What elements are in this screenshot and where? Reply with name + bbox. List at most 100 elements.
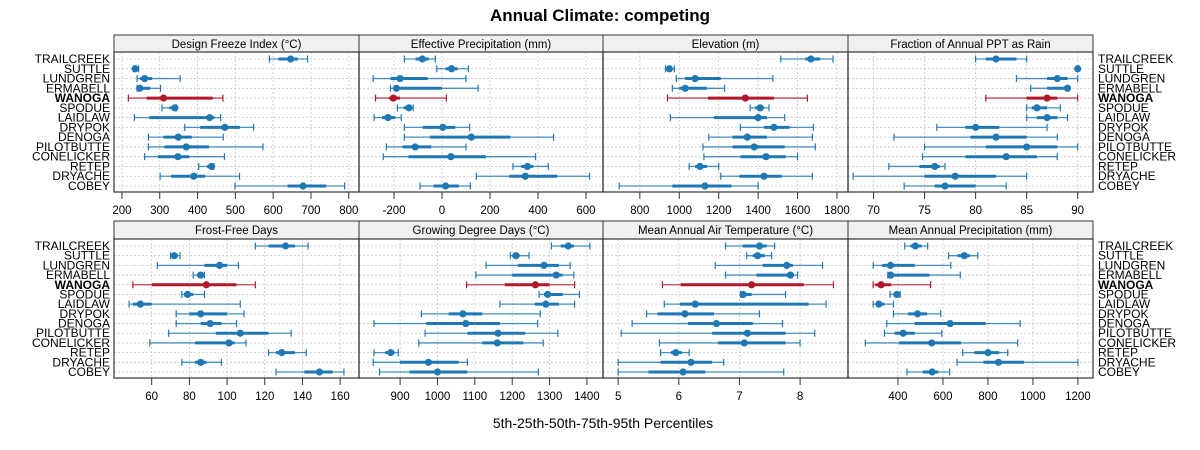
median-point [691,300,699,308]
interval-cobey [618,182,759,190]
x-tick-label: 900 [391,391,410,403]
median-point [159,94,168,102]
interval-lundgren [136,74,181,83]
row-label-left: SUTTLE [64,62,110,76]
median-point [712,319,721,328]
interval-suttle [1074,65,1082,73]
interval-drypok [403,123,471,131]
row-label-left: LAIDLAW [58,297,111,311]
panel-border [847,238,1094,379]
interval-retep [373,349,399,357]
x-tick-label: 400 [188,205,207,217]
interval-drypok [646,310,761,318]
median-point [886,261,895,269]
interval-denoga [147,133,224,141]
median-point [183,290,192,299]
interval-conelicker [418,339,544,347]
median-point [459,310,467,318]
interval-denoga [373,319,539,328]
row-label-right: WANOGA [1098,278,1154,292]
median-point [462,319,470,328]
interval-cobey [275,368,345,376]
interval-spodue [889,290,901,299]
x-tick-label: 500 [226,205,245,217]
x-tick-label: 70 [867,205,880,217]
median-point [928,368,936,376]
interval-wanoga [666,94,808,102]
median-point [225,339,233,347]
interval-wanoga [872,281,932,289]
x-tick-label: 600 [264,205,283,217]
median-point [913,310,922,318]
interval-retep [688,162,720,171]
row-label-right: LAIDLAW [1098,297,1151,311]
x-tick-label: 0 [439,205,445,217]
x-tick-label: 1100 [462,391,487,403]
median-point [392,84,401,92]
interval-trailcreek [550,242,591,250]
row-label-right: DENOGA [1098,317,1150,331]
panel-strip-title: Design Freeze Index (°C) [172,39,302,51]
interval-denoga [893,133,1058,141]
interval-laidlaw [499,300,576,308]
interval-drypok [175,310,245,318]
row-label-right: LUNDGREN [1098,258,1165,272]
row-label-right: SPODUE [1098,101,1149,115]
interval-dryache [475,172,591,180]
median-point [1074,65,1082,73]
median-point [411,143,419,151]
row-label-left: DENOGA [58,317,110,331]
row-label-left: LUNDGREN [43,258,110,272]
panel-2: Elevation (m) 800 1000 1200 1400 1600 1800 [602,34,850,217]
panel-strip-title: Fraction of Annual PPT as Rain [890,39,1050,51]
panel-3: Fraction of Annual PPT as Rain 70 75 80 85 90 [847,34,1094,217]
interval-dryache [181,358,223,366]
interval-lundgren [1015,74,1079,83]
median-point [992,55,1000,63]
median-point [564,242,572,250]
row-label-left: LUNDGREN [43,72,110,86]
row-label-right: TRAILCREEK [1098,52,1173,66]
median-point [207,162,216,171]
median-point [1023,143,1031,151]
x-tick-label: 800 [978,391,997,403]
x-tick-label: 60 [145,391,158,403]
median-point [741,94,749,102]
interval-ermabell [1030,84,1072,92]
interval-pilotbutte [168,329,292,337]
panel-border [847,51,1094,193]
interval-retep [962,349,1009,357]
median-point [681,84,689,92]
interval-pilotbutte [385,143,467,151]
interval-conelicker [921,153,1058,161]
row-label-right: RETEP [1098,159,1138,173]
interval-suttle [131,65,140,73]
x-tick-label: 7 [736,391,742,403]
row-label-right: ERMABELL [1098,81,1162,95]
median-point [679,368,687,376]
x-tick-label: 1000 [666,205,692,217]
interval-lundgren [372,74,467,83]
x-tick-label: 5 [615,391,621,403]
x-tick-label: 1200 [706,205,732,217]
row-label-right: COBEY [1098,179,1140,193]
median-point [202,281,210,289]
median-point [286,55,295,63]
median-point [197,271,205,279]
x-tick-label: 80 [969,205,982,217]
median-point [1043,94,1051,102]
row-label-left: DRYPOK [60,120,110,134]
x-tick-label: 90 [1071,205,1084,217]
row-label-left: ERMABELL [46,81,110,95]
row-label-left: SUTTLE [64,249,110,263]
row-label-right: CONELICKER [1098,336,1176,350]
median-point [315,368,324,376]
interval-drypok [739,123,814,131]
x-tick-label: 80 [183,391,196,403]
median-point [281,242,290,250]
row-label-right: DRYACHE [1098,355,1156,369]
interval-denoga [175,319,238,328]
median-point [542,300,550,308]
median-point [278,349,286,357]
